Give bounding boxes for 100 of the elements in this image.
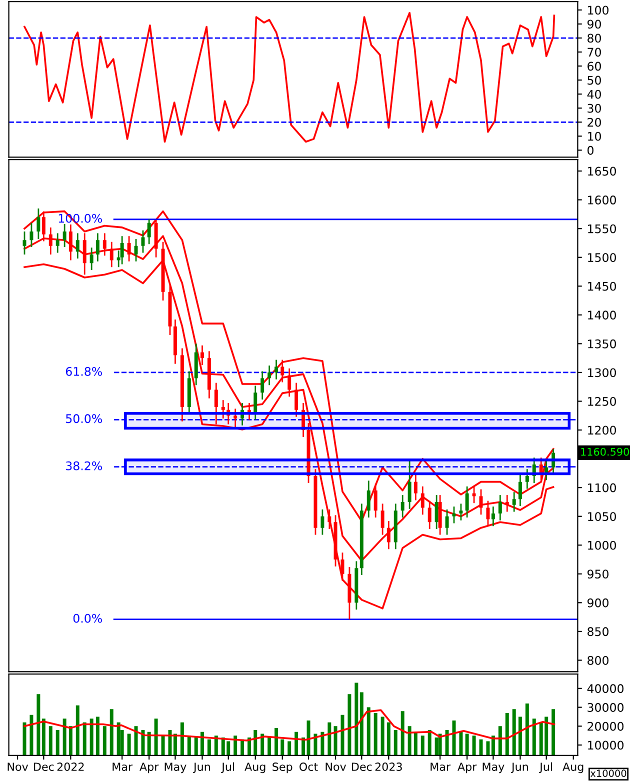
- y-tick-label: 800: [588, 656, 608, 665]
- y-tick-label: 0: [588, 146, 594, 155]
- x-tick-label: 2023: [375, 762, 402, 771]
- x-tick-label: 2022: [57, 762, 84, 771]
- candlestick: [380, 502, 384, 536]
- y-tick-label: 1650: [588, 166, 616, 176]
- y-tick-label: 1450: [588, 282, 616, 291]
- candlestick: [56, 232, 60, 254]
- candlestick: [147, 218, 151, 245]
- x-tick-label: Dec: [352, 762, 372, 771]
- candlestick: [36, 208, 40, 240]
- x-tick-label: Apr: [140, 762, 159, 774]
- y-tick-label: 70: [588, 48, 601, 57]
- y-tick-label: 1000: [588, 540, 616, 550]
- candlestick: [221, 399, 225, 420]
- candlestick: [320, 508, 324, 536]
- candlestick: [374, 482, 378, 518]
- y-tick-label: 1100: [588, 483, 616, 492]
- candlestick: [268, 364, 272, 386]
- candlestick: [328, 508, 332, 530]
- candlestick: [512, 491, 516, 512]
- candlestick: [234, 408, 238, 428]
- y-tick-label: 60: [588, 62, 601, 71]
- text: 1160.590: [581, 448, 629, 456]
- y-tick-label: 20: [588, 118, 601, 127]
- x-tick-label: Mar: [112, 762, 133, 771]
- candlestick: [90, 246, 94, 271]
- line-series: [24, 709, 556, 742]
- annotation: 61.8%: [66, 366, 102, 376]
- y-tick-label: 850: [588, 627, 608, 636]
- candlestick: [280, 359, 284, 383]
- candlestick: [254, 385, 258, 420]
- x-tick-label: Jun: [192, 762, 210, 774]
- x-tick-label: May: [482, 762, 504, 774]
- candlestick: [386, 520, 390, 550]
- candlestick: [76, 232, 80, 260]
- annotation: 38.2%: [66, 461, 102, 470]
- candlestick: [141, 230, 145, 254]
- y-tick-label: 20000: [588, 722, 624, 731]
- y-tick-label: 30000: [588, 703, 624, 712]
- x-tick-label: Jun: [510, 762, 528, 774]
- x-tick-label: Apr: [458, 762, 477, 774]
- x-tick-label: Sep: [272, 762, 292, 774]
- candlestick: [366, 480, 370, 518]
- x-tick-label: Jul: [221, 762, 234, 774]
- candlestick: [22, 230, 26, 256]
- y-tick-label: 10: [588, 132, 601, 141]
- candlestick: [260, 370, 264, 400]
- y-tick-label: 50: [588, 76, 601, 85]
- candlestick: [214, 382, 218, 425]
- candlestick: [96, 232, 100, 262]
- candlestick: [445, 508, 449, 536]
- x-tick-label: May: [164, 762, 186, 774]
- y-tick-label: 1600: [588, 196, 616, 204]
- candlestick: [491, 506, 495, 527]
- candlestick: [428, 500, 432, 530]
- y-tick-label: 1350: [588, 339, 616, 348]
- candlestick: [525, 468, 529, 490]
- candlestick: [505, 494, 509, 512]
- candlestick: [414, 474, 418, 501]
- x-tick-label: Mar: [430, 762, 451, 771]
- y-tick-label: 30: [588, 104, 601, 113]
- y-tick-label: 1400: [588, 310, 616, 320]
- x-tick-label: Nov: [8, 762, 28, 771]
- candlestick: [400, 494, 404, 518]
- y-tick-label: 40: [587, 90, 601, 99]
- x-tick-label: Jul: [539, 762, 552, 774]
- annotation: 50.0%: [66, 414, 102, 424]
- candlestick: [408, 459, 412, 510]
- candlestick: [518, 474, 522, 507]
- candlestick: [465, 486, 469, 518]
- y-tick-label: 1200: [588, 426, 616, 435]
- candlestick: [30, 222, 34, 248]
- candlestick: [134, 238, 138, 262]
- x-tick-label: Aug: [562, 762, 584, 774]
- candlestick: [288, 368, 292, 398]
- y-tick-label: 100: [588, 6, 608, 15]
- candlestick: [274, 359, 278, 380]
- y-tick-label: 1250: [588, 396, 616, 406]
- candlestick: [420, 486, 424, 516]
- text: x10000: [590, 770, 626, 777]
- candlestick: [110, 241, 114, 268]
- line-series: [24, 12, 556, 143]
- candlestick: [120, 235, 124, 265]
- candlestick: [498, 494, 502, 522]
- x-tick-label: Nov: [326, 762, 346, 771]
- candlestick: [452, 506, 456, 524]
- candlestick: [486, 500, 490, 527]
- y-tick-label: 80: [588, 34, 601, 43]
- candlestick: [294, 382, 298, 418]
- y-tick-label: 950: [587, 570, 608, 579]
- candlestick: [434, 494, 438, 530]
- y-tick-label: 10000: [588, 740, 624, 750]
- candlestick: [459, 502, 463, 522]
- y-tick-label: 1550: [588, 224, 616, 234]
- y-tick-label: 900: [587, 598, 608, 608]
- candlestick: [62, 223, 66, 248]
- y-tick-label: 1300: [588, 368, 616, 378]
- y-tick-label: 40000: [587, 684, 624, 694]
- x-tick-label: Dec: [34, 762, 54, 771]
